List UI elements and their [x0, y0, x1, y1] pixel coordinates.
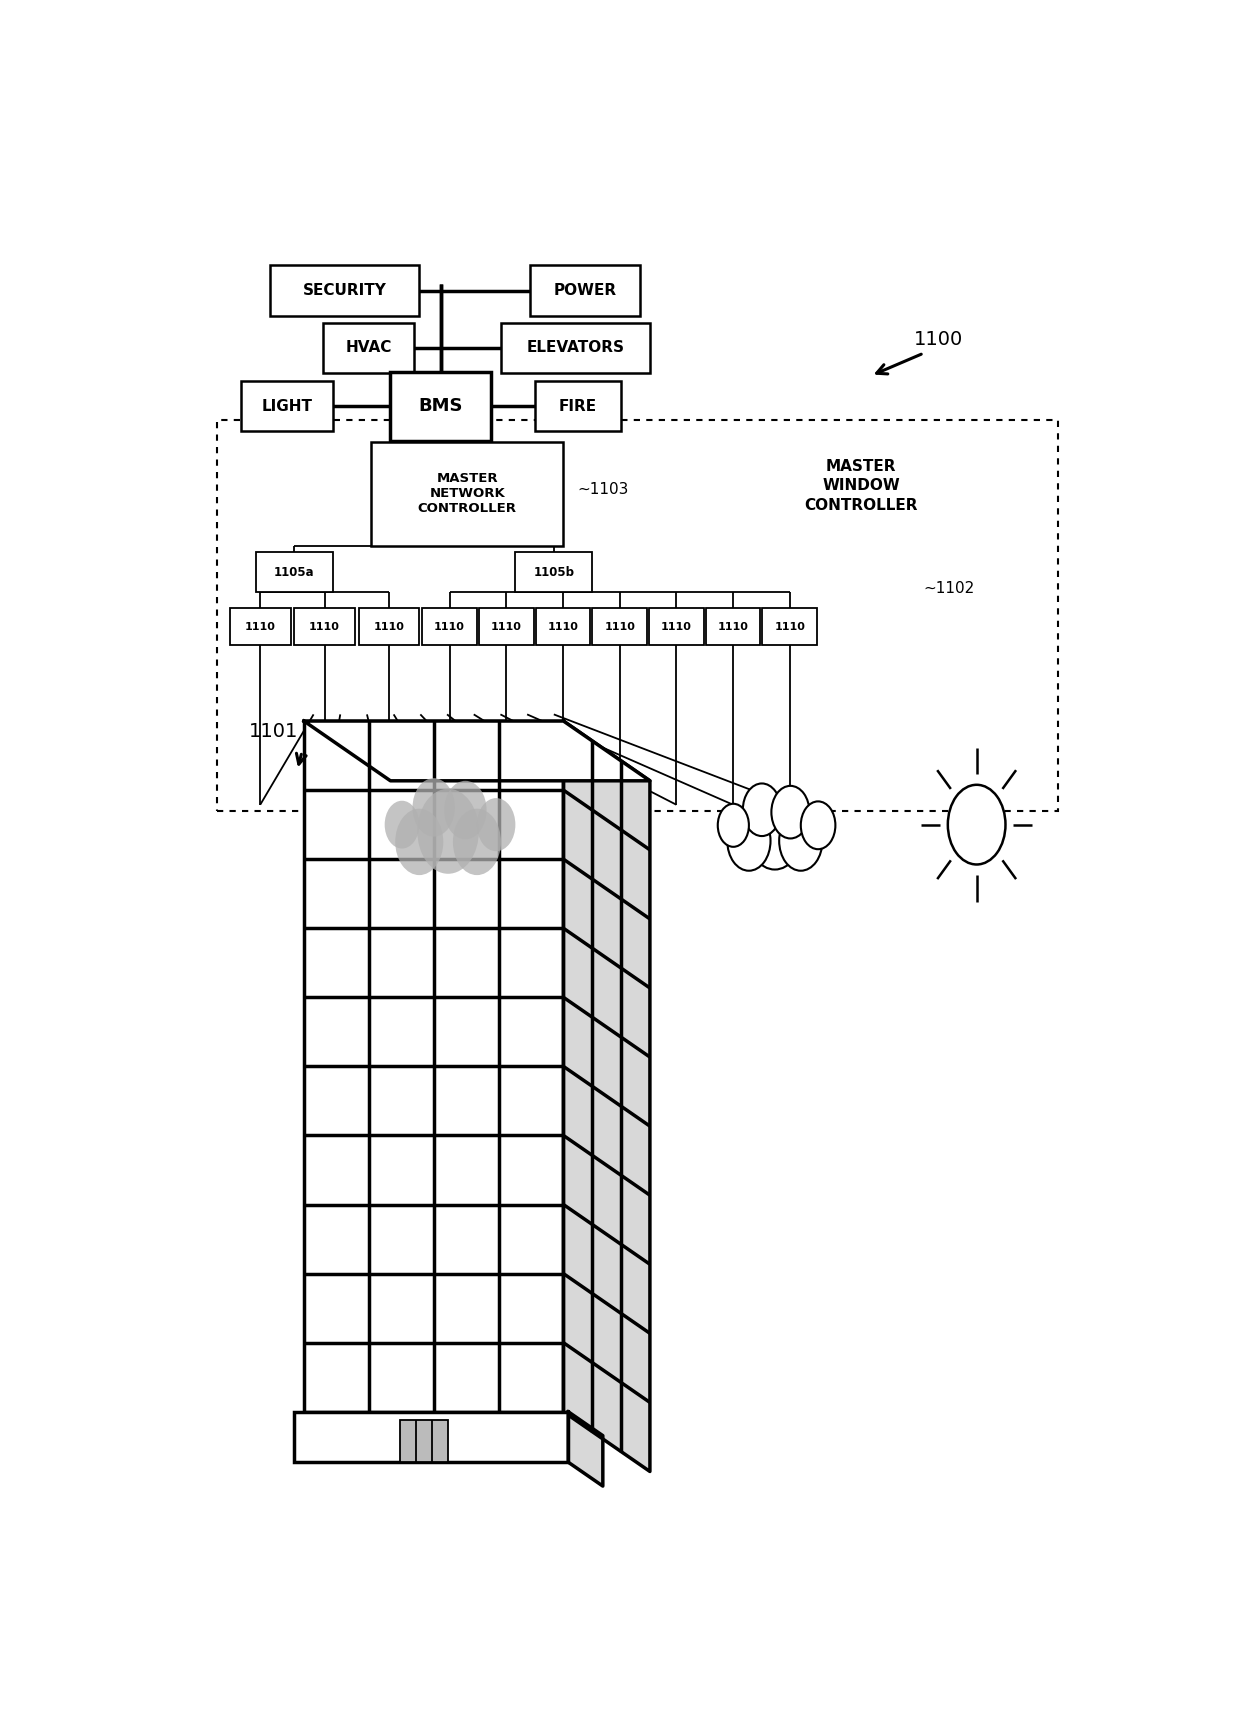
Bar [294, 1411, 568, 1463]
Text: 1105b: 1105b [533, 566, 574, 580]
Text: MASTER
NETWORK
CONTROLLER: MASTER NETWORK CONTROLLER [418, 473, 517, 516]
Circle shape [779, 811, 822, 871]
Circle shape [396, 809, 444, 875]
Circle shape [801, 802, 836, 849]
Circle shape [444, 781, 486, 840]
Text: 1101: 1101 [249, 723, 299, 742]
Text: ELEVATORS: ELEVATORS [527, 340, 625, 355]
Circle shape [453, 809, 501, 875]
Bar [649, 609, 704, 645]
Text: LIGHT: LIGHT [262, 398, 312, 414]
Text: SECURITY: SECURITY [303, 283, 387, 298]
Text: ∼1102: ∼1102 [924, 581, 975, 595]
Circle shape [477, 799, 516, 850]
Polygon shape [568, 1411, 603, 1487]
Circle shape [413, 778, 455, 837]
Text: MASTER
WINDOW
CONTROLLER: MASTER WINDOW CONTROLLER [805, 459, 918, 514]
Bar [534, 381, 621, 431]
Text: 1105a: 1105a [274, 566, 315, 580]
Text: BMS: BMS [419, 397, 464, 416]
Bar [229, 609, 290, 645]
Text: FIRE: FIRE [559, 398, 596, 414]
Circle shape [718, 804, 749, 847]
Polygon shape [563, 721, 650, 1471]
Bar [294, 609, 355, 645]
Bar [401, 1420, 448, 1463]
Bar [516, 552, 593, 592]
Text: 1110: 1110 [604, 621, 635, 631]
Bar [706, 609, 760, 645]
Bar [371, 442, 563, 545]
Bar [242, 381, 332, 431]
Bar [593, 609, 647, 645]
Bar [255, 552, 332, 592]
Text: 1110: 1110 [309, 621, 340, 631]
Text: 1100: 1100 [914, 329, 963, 350]
Text: POWER: POWER [553, 283, 616, 298]
Text: HVAC: HVAC [346, 340, 392, 355]
Text: 1110: 1110 [548, 621, 578, 631]
Bar [358, 609, 419, 645]
Bar [422, 609, 477, 645]
Circle shape [418, 788, 479, 875]
Circle shape [771, 787, 810, 838]
Bar [536, 609, 590, 645]
Text: 1110: 1110 [491, 621, 522, 631]
Bar [270, 266, 419, 316]
Text: 1110: 1110 [774, 621, 805, 631]
Circle shape [384, 800, 419, 849]
Bar [529, 266, 640, 316]
Circle shape [748, 794, 802, 869]
Text: 1110: 1110 [718, 621, 749, 631]
Bar [324, 323, 414, 373]
Circle shape [728, 811, 770, 871]
Polygon shape [304, 721, 650, 781]
Circle shape [947, 785, 1006, 864]
Text: 1110: 1110 [244, 621, 275, 631]
Circle shape [743, 783, 781, 837]
Bar [391, 371, 491, 442]
Text: 1110: 1110 [373, 621, 404, 631]
Bar [304, 721, 563, 1411]
Text: ∼1103: ∼1103 [578, 483, 629, 497]
Bar [217, 419, 1058, 811]
Bar [501, 323, 650, 373]
Bar [479, 609, 533, 645]
Text: 1110: 1110 [661, 621, 692, 631]
Bar [763, 609, 817, 645]
Text: 1110: 1110 [434, 621, 465, 631]
